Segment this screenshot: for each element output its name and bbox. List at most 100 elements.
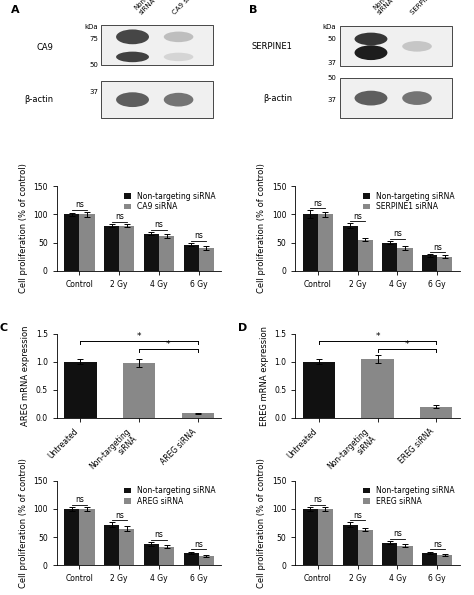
Bar xyxy=(362,359,394,418)
Text: ns: ns xyxy=(353,511,362,519)
Bar xyxy=(101,81,213,118)
Bar xyxy=(437,256,452,271)
Ellipse shape xyxy=(116,52,149,62)
Bar xyxy=(340,26,452,67)
Text: 75: 75 xyxy=(89,36,98,42)
Bar xyxy=(303,362,335,418)
Text: Non-targeting
siRNA: Non-targeting siRNA xyxy=(133,0,177,15)
Ellipse shape xyxy=(402,91,432,105)
Bar xyxy=(101,25,213,65)
Text: D: D xyxy=(238,323,247,333)
Text: ns: ns xyxy=(194,540,203,549)
Y-axis label: Cell proliferation (% of control): Cell proliferation (% of control) xyxy=(19,458,28,588)
Ellipse shape xyxy=(355,45,387,60)
Text: 37: 37 xyxy=(89,89,98,95)
Y-axis label: Cell proliferation (% of control): Cell proliferation (% of control) xyxy=(19,164,28,293)
Text: kDa: kDa xyxy=(323,24,337,30)
Bar xyxy=(422,255,437,271)
Bar xyxy=(422,553,437,565)
Bar xyxy=(303,214,318,271)
Text: ns: ns xyxy=(353,212,362,221)
Bar xyxy=(343,226,358,271)
Text: β-actin: β-actin xyxy=(25,95,54,104)
Text: 50: 50 xyxy=(328,36,337,42)
Bar xyxy=(397,546,412,565)
Ellipse shape xyxy=(355,90,387,105)
Bar xyxy=(420,407,452,418)
Bar xyxy=(64,509,80,565)
Bar xyxy=(199,248,214,271)
Legend: Non-targeting siRNA, CA9 siRNA: Non-targeting siRNA, CA9 siRNA xyxy=(123,190,218,212)
Text: B: B xyxy=(249,5,258,15)
Text: ns: ns xyxy=(75,496,84,505)
Text: 37: 37 xyxy=(328,60,337,66)
Text: CA9 siRNA: CA9 siRNA xyxy=(171,0,201,15)
Bar xyxy=(104,525,119,565)
Y-axis label: Cell proliferation (% of control): Cell proliferation (% of control) xyxy=(257,458,266,588)
Legend: Non-targeting siRNA, AREG siRNA: Non-targeting siRNA, AREG siRNA xyxy=(123,484,218,507)
Bar xyxy=(303,509,318,565)
Text: SERPINE1 siRNA: SERPINE1 siRNA xyxy=(410,0,454,15)
Ellipse shape xyxy=(355,33,387,45)
Text: ns: ns xyxy=(393,229,402,238)
Text: *: * xyxy=(405,340,409,349)
Text: ns: ns xyxy=(393,529,402,538)
Bar xyxy=(119,226,134,271)
Text: ns: ns xyxy=(115,511,124,519)
Bar xyxy=(358,240,373,271)
Bar xyxy=(340,78,452,118)
Text: ns: ns xyxy=(313,496,322,505)
Bar xyxy=(144,233,159,271)
Bar xyxy=(119,528,134,565)
Text: ns: ns xyxy=(433,243,442,252)
Text: *: * xyxy=(375,332,380,341)
Text: kDa: kDa xyxy=(84,24,98,30)
Text: SERPINE1: SERPINE1 xyxy=(251,42,292,51)
Text: *: * xyxy=(166,340,171,349)
Bar xyxy=(343,525,358,565)
Text: β-actin: β-actin xyxy=(263,93,292,102)
Text: ns: ns xyxy=(75,201,84,209)
Bar xyxy=(182,414,214,418)
Text: ns: ns xyxy=(433,540,442,549)
Bar xyxy=(383,543,397,565)
Text: ns: ns xyxy=(194,231,203,240)
Bar xyxy=(64,214,80,271)
Text: 37: 37 xyxy=(328,97,337,103)
Bar xyxy=(318,214,333,271)
Legend: Non-targeting siRNA, SERPINE1 siRNA: Non-targeting siRNA, SERPINE1 siRNA xyxy=(361,190,456,212)
Bar xyxy=(437,555,452,565)
Bar xyxy=(64,362,97,418)
Text: ns: ns xyxy=(155,530,164,539)
Ellipse shape xyxy=(164,32,193,42)
Bar xyxy=(123,364,155,418)
Bar xyxy=(80,214,95,271)
Text: 50: 50 xyxy=(89,62,98,68)
Text: *: * xyxy=(137,332,141,341)
Bar xyxy=(183,245,199,271)
Legend: Non-targeting siRNA, EREG siRNA: Non-targeting siRNA, EREG siRNA xyxy=(361,484,456,507)
Text: ns: ns xyxy=(313,199,322,208)
Y-axis label: AREG mRNA expression: AREG mRNA expression xyxy=(21,325,30,426)
Text: A: A xyxy=(11,5,19,15)
Bar xyxy=(383,243,397,271)
Bar xyxy=(80,509,95,565)
Ellipse shape xyxy=(164,53,193,61)
Bar xyxy=(144,544,159,565)
Y-axis label: Cell proliferation (% of control): Cell proliferation (% of control) xyxy=(257,164,266,293)
Bar xyxy=(199,556,214,565)
Bar xyxy=(183,553,199,565)
Text: CA9: CA9 xyxy=(36,43,54,52)
Ellipse shape xyxy=(402,41,432,52)
Y-axis label: EREG mRNA expression: EREG mRNA expression xyxy=(260,325,269,426)
Ellipse shape xyxy=(116,30,149,44)
Ellipse shape xyxy=(116,92,149,107)
Bar xyxy=(397,248,412,271)
Text: C: C xyxy=(0,323,8,333)
Bar xyxy=(159,547,174,565)
Text: 50: 50 xyxy=(328,75,337,81)
Bar xyxy=(318,509,333,565)
Bar xyxy=(358,530,373,565)
Text: ns: ns xyxy=(155,220,164,229)
Text: ns: ns xyxy=(115,212,124,221)
